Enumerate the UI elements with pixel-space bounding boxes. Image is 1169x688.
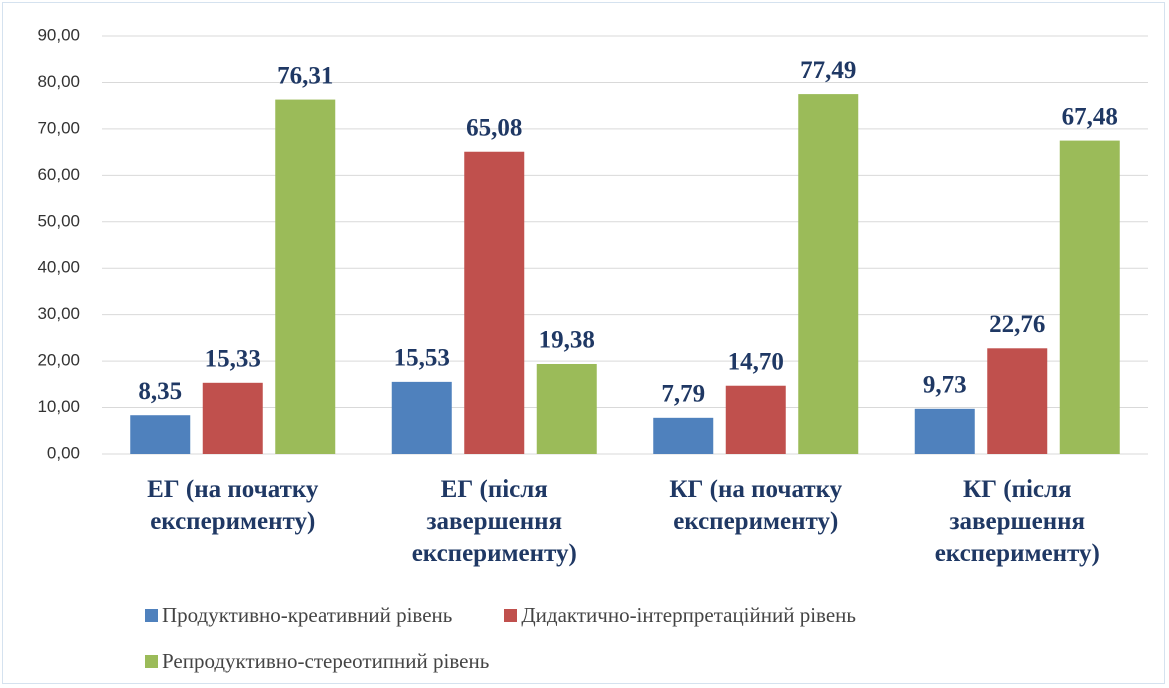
- bar: [725, 385, 786, 454]
- legend-swatch: [145, 608, 158, 622]
- legend-swatch: [145, 654, 158, 668]
- y-tick-label: 20,00: [37, 351, 80, 370]
- bar: [798, 94, 859, 455]
- bar: [391, 381, 452, 454]
- x-tick-label: КГ (на початку експерименту): [669, 476, 843, 535]
- bar: [275, 99, 336, 454]
- y-tick-label: 40,00: [37, 258, 80, 277]
- data-label: 7,79: [661, 381, 705, 408]
- data-label: 8,35: [138, 378, 182, 405]
- y-tick-label: 0,00: [47, 443, 80, 462]
- bar: [464, 151, 525, 454]
- bar: [536, 363, 597, 454]
- legend-label: Репродуктивно-стереотипний рівень: [162, 648, 490, 673]
- legend-item: Продуктивно-креативний рівень: [145, 598, 452, 632]
- data-label: 9,73: [923, 372, 967, 399]
- bar: [202, 382, 263, 454]
- data-label: 76,31: [277, 62, 333, 89]
- x-tick-label: КГ (після завершення експерименту): [934, 476, 1100, 567]
- data-label: 15,33: [205, 346, 261, 373]
- y-tick-label: 10,00: [37, 397, 80, 416]
- legend: Продуктивно-креативний рівень Дидактично-…: [145, 598, 1105, 678]
- bar: [130, 415, 191, 454]
- x-tick-label: ЕГ (після завершення експерименту): [411, 476, 577, 567]
- x-tick-label: ЕГ (на початку експерименту): [147, 476, 319, 535]
- data-label: 22,76: [989, 311, 1045, 338]
- data-label: 77,49: [800, 57, 856, 84]
- data-label: 19,38: [539, 327, 595, 354]
- legend-item: Репродуктивно-стереотипний рівень: [145, 644, 489, 678]
- legend-item: Дидактично-інтерпретаційний рівень: [504, 598, 856, 632]
- legend-swatch: [504, 608, 518, 622]
- y-tick-label: 60,00: [37, 165, 80, 184]
- y-tick-label: 70,00: [37, 118, 80, 137]
- bar: [987, 348, 1048, 454]
- legend-label: Продуктивно-креативний рівень: [162, 602, 453, 627]
- y-tick-label: 30,00: [37, 304, 80, 323]
- bar: [1059, 140, 1120, 454]
- y-tick-label: 90,00: [37, 25, 80, 44]
- bar: [914, 408, 975, 454]
- data-label: 65,08: [466, 114, 522, 141]
- bar: [653, 417, 714, 454]
- legend-label: Дидактично-інтерпретаційний рівень: [521, 602, 856, 627]
- y-tick-label: 50,00: [37, 211, 80, 230]
- data-label: 14,70: [728, 348, 784, 375]
- y-tick-label: 80,00: [37, 72, 80, 91]
- data-label: 67,48: [1062, 103, 1118, 130]
- data-label: 15,53: [394, 345, 450, 372]
